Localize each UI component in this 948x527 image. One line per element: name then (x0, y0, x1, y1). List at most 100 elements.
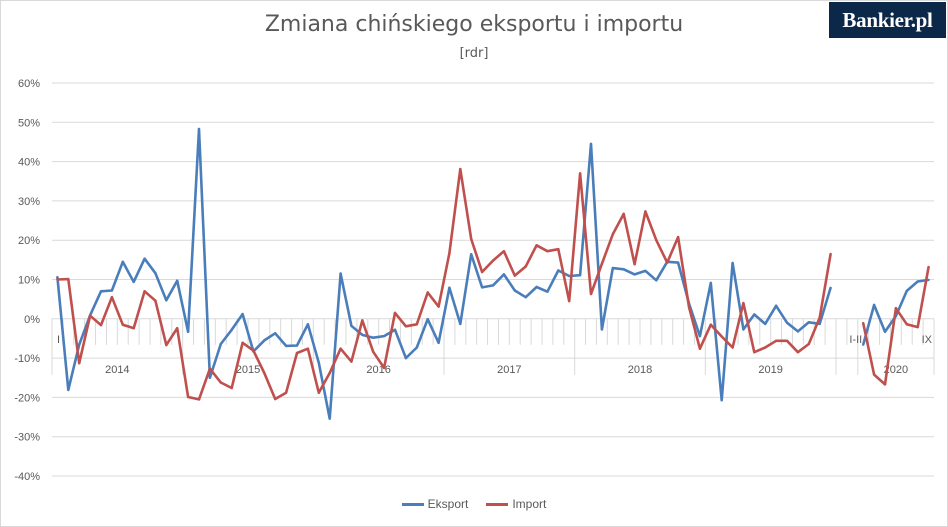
data-point-eksport (67, 388, 70, 392)
data-point-eksport (350, 324, 353, 328)
data-point-import (426, 291, 429, 294)
x-category-label: I-II (849, 334, 862, 346)
data-point-import (622, 212, 625, 216)
data-point-import (143, 290, 146, 293)
data-point-eksport (121, 260, 125, 263)
y-tick-label: 60% (18, 78, 40, 90)
data-point-import (56, 278, 59, 281)
legend-label-eksport: Eksport (427, 497, 469, 511)
data-point-import (361, 319, 364, 322)
legend-swatch-eksport (401, 502, 424, 506)
bankier-logo: Bankier.pl (829, 2, 946, 38)
data-point-eksport (557, 269, 560, 272)
data-point-eksport (872, 303, 876, 307)
data-point-eksport (807, 321, 810, 324)
data-point-import (404, 325, 408, 328)
y-tick-label: 30% (18, 196, 40, 208)
data-point-import (317, 391, 320, 394)
data-point-import (110, 296, 114, 299)
data-point-eksport (176, 279, 179, 282)
data-point-import (698, 347, 702, 350)
data-point-eksport (230, 328, 233, 331)
data-point-import (524, 265, 527, 268)
data-point-eksport (502, 273, 506, 276)
data-point-eksport (753, 313, 756, 316)
legend-item-eksport: Eksport (401, 497, 469, 511)
legend-label-import: Import (512, 497, 547, 511)
data-point-import (578, 172, 582, 175)
x-category-label: 2019 (758, 364, 782, 376)
data-point-eksport (611, 266, 614, 270)
data-point-eksport (480, 286, 484, 289)
data-point-eksport (491, 284, 495, 287)
data-point-import (557, 248, 560, 251)
data-point-import (894, 307, 898, 310)
data-point-import (731, 346, 734, 349)
data-point-eksport (284, 344, 288, 348)
data-point-eksport (393, 328, 397, 331)
data-point-import (633, 263, 636, 266)
data-point-eksport (219, 342, 222, 346)
series-line-eksport (56, 127, 832, 420)
data-point-eksport (698, 334, 702, 338)
data-point-import (905, 323, 908, 326)
data-point-eksport (339, 272, 342, 275)
data-point-eksport (785, 321, 789, 324)
data-point-eksport (709, 281, 712, 285)
data-point-eksport (241, 312, 244, 316)
data-point-import (208, 367, 212, 370)
data-point-import (589, 292, 593, 296)
data-point-import (382, 366, 386, 370)
data-point-import (676, 235, 680, 239)
y-tick-label: 20% (18, 235, 40, 247)
data-point-import (774, 339, 778, 342)
legend-item-import: Import (486, 497, 546, 511)
data-point-import (927, 265, 930, 269)
data-point-eksport (720, 399, 723, 402)
data-point-import (306, 347, 310, 350)
data-point-eksport (426, 318, 429, 321)
data-point-eksport (731, 261, 734, 265)
data-point-import (219, 381, 222, 384)
data-point-import (753, 351, 756, 354)
data-point-import (176, 327, 179, 330)
data-point-eksport (165, 299, 168, 302)
data-point-eksport (546, 290, 549, 293)
data-point-import (99, 323, 103, 327)
data-point-import (470, 237, 473, 241)
data-point-eksport (306, 323, 310, 326)
data-point-import (818, 316, 821, 319)
x-category-label: 2016 (366, 364, 390, 376)
data-point-import (611, 233, 614, 236)
x-category-label: I (57, 334, 60, 346)
y-axis-tick-labels: 60% 50% 40% 30% 20% 10% 0% -10% -20% -30% -40% (14, 78, 40, 483)
data-point-import (883, 383, 887, 386)
data-point-import (644, 210, 647, 213)
data-point-eksport (295, 344, 299, 347)
y-tick-label: 0% (24, 314, 40, 326)
data-point-import (328, 371, 331, 375)
data-point-eksport (513, 289, 516, 292)
data-point-import (78, 362, 81, 365)
data-point-eksport (622, 268, 625, 271)
y-tick-label: -30% (14, 432, 40, 444)
data-point-import (372, 350, 375, 353)
data-point-eksport (208, 376, 212, 379)
data-point-eksport (774, 304, 778, 307)
data-point-import (600, 262, 604, 265)
series-lines (56, 127, 930, 420)
legend-swatch-import (486, 502, 509, 506)
data-point-import (491, 259, 495, 262)
x-category-label: 2020 (884, 364, 908, 376)
data-point-import (165, 343, 168, 347)
y-tick-label: -10% (14, 353, 40, 365)
data-point-import (339, 347, 342, 350)
data-point-eksport (437, 341, 440, 344)
data-point-import (284, 391, 288, 394)
data-point-import (829, 252, 832, 256)
data-point-import (916, 325, 919, 329)
data-point-import (709, 323, 712, 326)
chart-subtitle: [rdr] (459, 46, 489, 61)
data-point-import (230, 386, 233, 390)
data-point-eksport (263, 339, 266, 342)
